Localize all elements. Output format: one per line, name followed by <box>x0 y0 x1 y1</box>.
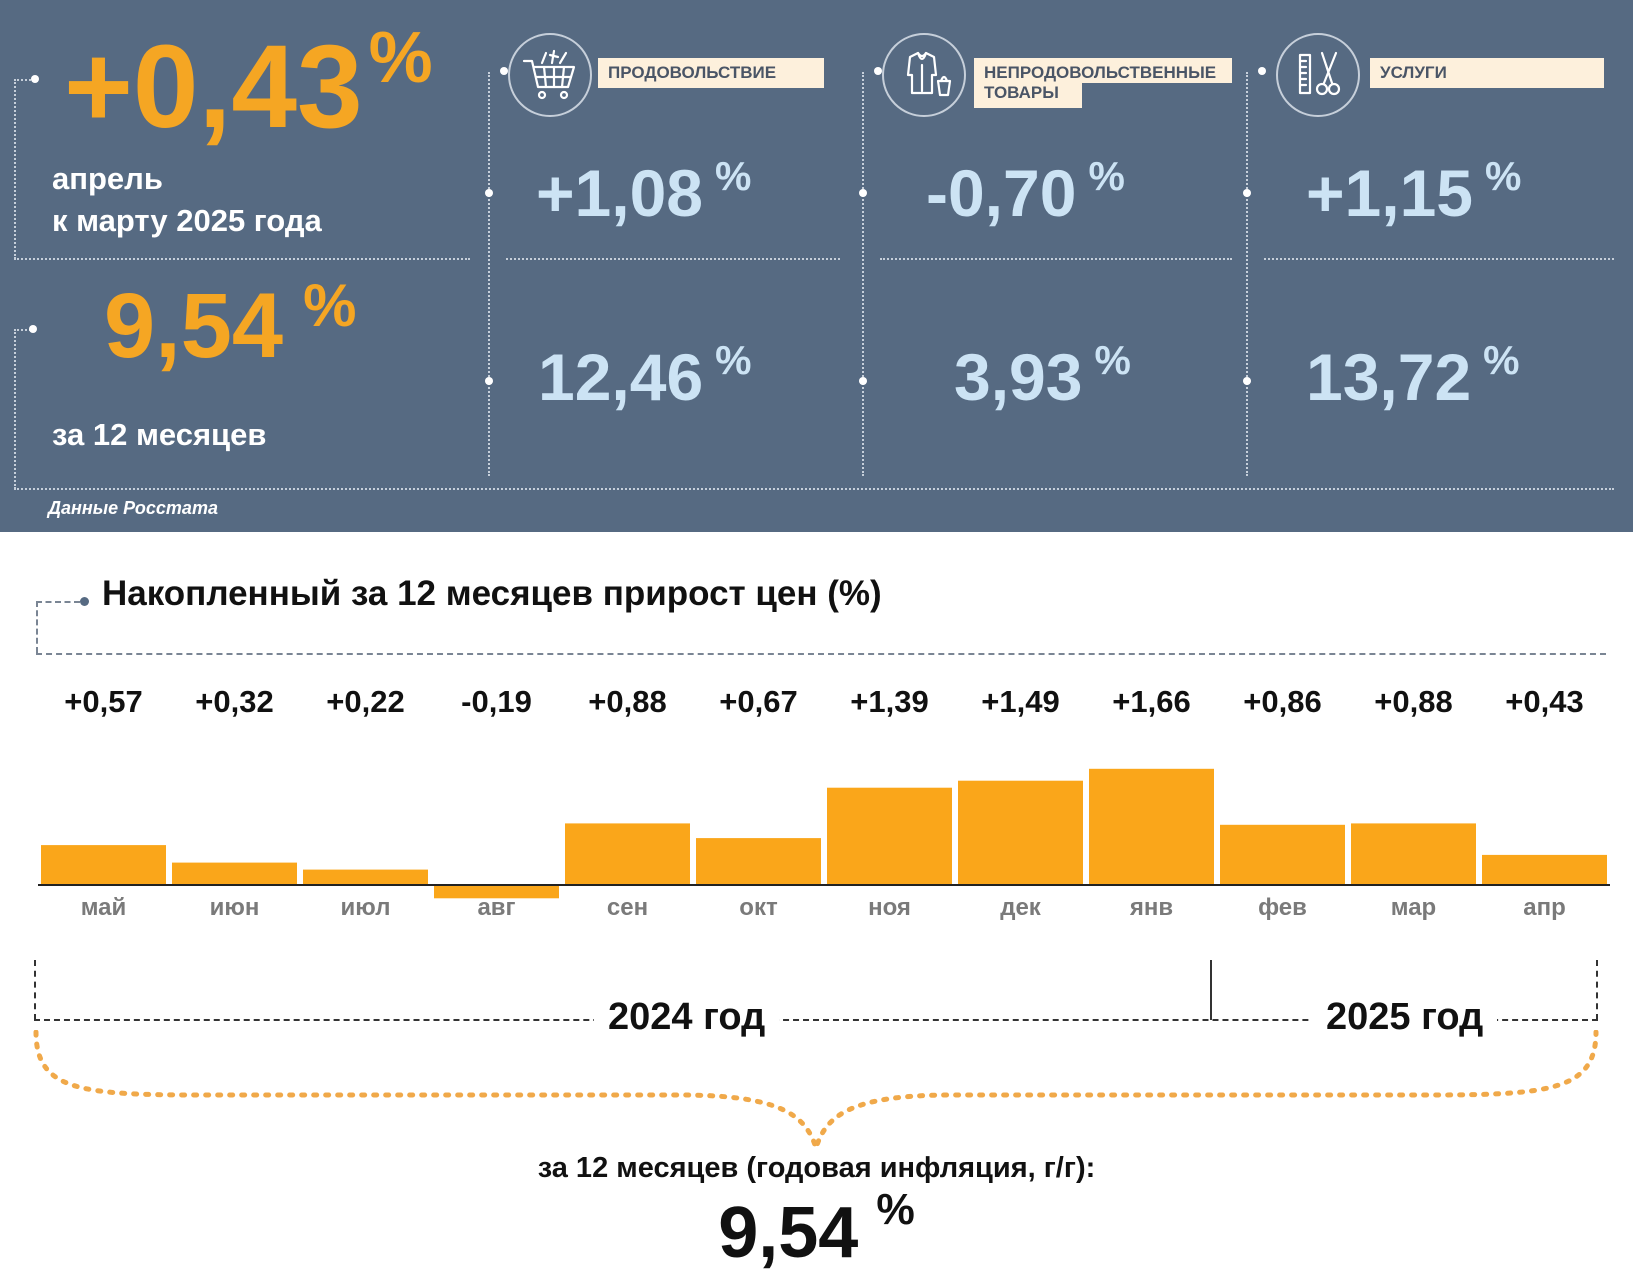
bullet-dot <box>874 67 882 75</box>
x-tick-label: авг <box>477 894 515 921</box>
bar-ноя <box>827 787 952 885</box>
bar-авг <box>434 885 559 899</box>
x-tick-label: июн <box>210 894 260 921</box>
chart-title: Накопленный за 12 месяцев прирост цен (%… <box>102 574 882 613</box>
connector-line <box>14 79 34 81</box>
bar-дек <box>958 780 1083 885</box>
summary-panel: +0,43% апрель к марту 2025 года 9,54% за… <box>0 0 1633 532</box>
column-divider <box>1246 72 1248 476</box>
bar-value-label: +0,88 <box>588 684 666 719</box>
bar-value-label: +1,39 <box>850 684 928 719</box>
bar-value-label: +0,43 <box>1505 684 1583 719</box>
curly-brace <box>33 1030 1599 1157</box>
bullet-dot <box>1258 67 1266 75</box>
bar-май <box>41 845 166 885</box>
food-monthly-value: +1,08% <box>536 153 752 230</box>
bar-chart: +0,57 май +0,32 июн +0,22 июл -0,19 авг +0,88 сен… <box>38 684 1610 921</box>
clothing-icon <box>882 33 966 117</box>
x-tick-label: апр <box>1523 894 1566 921</box>
bullet-dot <box>500 67 508 75</box>
bar-value-label: +0,86 <box>1243 684 1321 719</box>
column-divider <box>862 72 864 476</box>
x-tick-label: окт <box>739 894 778 921</box>
bar-value-label: +0,57 <box>64 684 142 719</box>
bar-value-label: +0,32 <box>195 684 273 719</box>
year-bracket-line <box>34 1019 1598 1021</box>
bar-value-label: +0,67 <box>719 684 797 719</box>
x-tick-label: сен <box>607 894 648 921</box>
category-label-nonfood-line2: ТОВАРЫ <box>974 83 1082 108</box>
bar-value-label: +1,66 <box>1112 684 1190 719</box>
bullet-dot <box>859 377 867 385</box>
divider-line <box>14 488 1614 490</box>
nonfood-monthly-value: -0,70% <box>926 153 1125 230</box>
footer-annual-value: 9,54% <box>718 1186 915 1273</box>
year-bracket-divider <box>1210 960 1212 1020</box>
monthly-period-line1: апрель <box>52 161 163 196</box>
title-connector <box>36 601 80 603</box>
bar-июн <box>172 862 297 885</box>
x-tick-label: май <box>81 894 127 921</box>
year-label-2024: 2024 год <box>594 996 780 1039</box>
bar-value-label: +0,88 <box>1374 684 1452 719</box>
bar-value-label: +1,49 <box>981 684 1059 719</box>
title-connector <box>36 601 38 653</box>
x-tick-label: июл <box>341 894 391 921</box>
bullet-dot <box>29 325 37 333</box>
bullet-dot <box>1243 377 1251 385</box>
x-tick-label: ноя <box>868 894 911 921</box>
connector-line <box>14 329 34 331</box>
bullet-dot <box>859 189 867 197</box>
bullet-dot <box>31 75 39 83</box>
bullet-dot <box>485 377 493 385</box>
bar-value-label: -0,19 <box>461 684 532 719</box>
divider-line <box>14 258 470 260</box>
year-label-2025: 2025 год <box>1312 996 1498 1039</box>
connector-line <box>14 329 16 489</box>
x-tick-label: фев <box>1258 894 1307 921</box>
category-label-food: ПРОДОВОЛЬСТВИЕ <box>598 58 824 88</box>
x-tick-label: мар <box>1391 894 1436 921</box>
year-bracket-start <box>34 960 36 1020</box>
year-bracket-end <box>1596 960 1598 1020</box>
category-label-services: УСЛУГИ <box>1370 58 1604 88</box>
x-tick-label: дек <box>1000 894 1042 921</box>
footer-caption: за 12 месяцев (годовая инфляция, г/г): <box>537 1152 1096 1184</box>
bar-сен <box>565 823 690 885</box>
bar-фев <box>1220 824 1345 885</box>
connector-line <box>14 79 16 259</box>
annual-inflation-value: 9,54% <box>104 272 357 377</box>
services-annual-value: 13,72% <box>1306 337 1520 414</box>
bar-мар <box>1351 823 1476 885</box>
bullet-dot <box>1243 189 1251 197</box>
bar-апр <box>1482 854 1607 885</box>
bar-июл <box>303 869 428 885</box>
bar-value-label: +0,22 <box>326 684 404 719</box>
divider-line <box>1264 258 1614 260</box>
scissors-comb-icon <box>1276 33 1360 117</box>
divider-line <box>880 258 1232 260</box>
bar-янв <box>1089 768 1214 885</box>
bullet-dot <box>80 597 89 606</box>
category-label-nonfood-line1: НЕПРОДОВОЛЬСТВЕННЫЕ <box>974 58 1232 83</box>
divider-line <box>506 258 840 260</box>
shopping-cart-icon <box>508 33 592 117</box>
nonfood-annual-value: 3,93% <box>954 337 1131 414</box>
annual-caption: за 12 месяцев <box>52 417 267 452</box>
monthly-inflation-value: +0,43% <box>64 18 433 153</box>
data-source: Данные Росстата <box>48 498 218 518</box>
x-tick-label: янв <box>1129 894 1173 921</box>
title-underline <box>36 653 1606 655</box>
services-monthly-value: +1,15% <box>1306 153 1522 230</box>
monthly-period-line2: к марту 2025 года <box>52 203 322 238</box>
column-divider <box>488 72 490 476</box>
bullet-dot <box>485 189 493 197</box>
food-annual-value: 12,46% <box>538 337 752 414</box>
bar-окт <box>696 838 821 885</box>
